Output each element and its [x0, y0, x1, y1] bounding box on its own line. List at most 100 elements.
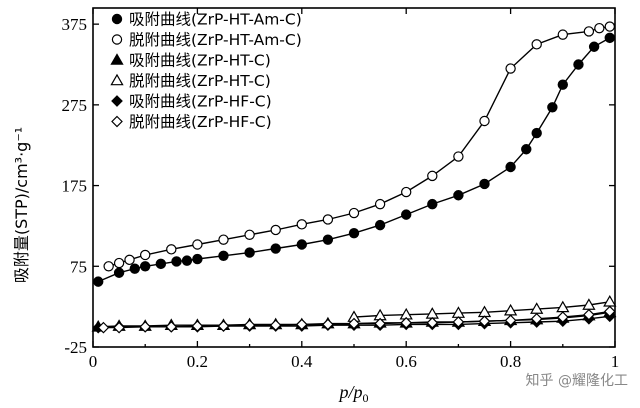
data-point-5: [139, 320, 152, 333]
data-point-5: [97, 321, 110, 334]
data-point-5: [217, 320, 230, 332]
data-point-1: [244, 229, 255, 241]
data-point-5: [504, 314, 517, 327]
data-point-1: [604, 21, 615, 32]
data-point-0: [557, 79, 569, 90]
data-point-3: [603, 294, 617, 307]
data-point-0: [505, 161, 516, 173]
y-axis-title: 吸附量(STP)/cm³·g⁻¹: [12, 127, 31, 283]
data-point-5: [426, 316, 439, 329]
data-point-0: [139, 261, 151, 272]
data-point-1: [124, 254, 135, 266]
data-point-0: [401, 209, 412, 220]
data-point-0: [573, 59, 584, 70]
data-point-5: [113, 321, 125, 334]
data-point-5: [478, 315, 491, 328]
data-point-0: [155, 258, 167, 270]
data-point-0: [604, 32, 615, 44]
legend-marker-3: [110, 73, 124, 86]
data-point-5: [400, 316, 413, 329]
data-point-0: [521, 144, 532, 155]
x-tick-label: 1: [611, 352, 620, 371]
y-tick-label: 175: [62, 177, 88, 196]
data-point-1: [348, 207, 360, 219]
data-point-5: [556, 311, 569, 323]
data-point-1: [270, 224, 281, 236]
data-point-5: [269, 319, 282, 332]
data-point-0: [588, 41, 600, 52]
y-tick-label: -25: [64, 338, 87, 357]
x-tick-label: 0.2: [187, 352, 208, 371]
legend-label-5: 脱附曲线(ZrP-HF-C): [129, 113, 272, 131]
data-point-1: [139, 249, 151, 261]
data-point-1: [505, 63, 516, 74]
legend-label-1: 脱附曲线(ZrP-HT-Am-C): [129, 31, 302, 49]
y-tick-label: 75: [70, 257, 87, 276]
data-point-0: [192, 253, 203, 265]
data-point-1: [557, 29, 569, 40]
data-point-0: [453, 190, 464, 201]
data-point-0: [218, 250, 229, 261]
data-point-0: [296, 239, 307, 250]
data-point-5: [322, 318, 334, 331]
watermark: 知乎 @耀隆化工: [526, 372, 628, 389]
data-point-0: [181, 255, 193, 266]
data-point-5: [452, 316, 465, 328]
data-point-0: [93, 276, 104, 287]
data-point-5: [295, 318, 308, 331]
data-point-1: [103, 261, 114, 272]
x-tick-label: 0.4: [291, 352, 313, 371]
legend-marker-1: [111, 34, 123, 45]
data-point-0: [348, 227, 360, 239]
data-point-1: [401, 186, 412, 198]
data-point-0: [547, 102, 558, 113]
data-point-0: [322, 234, 334, 245]
legend-marker-2: [110, 53, 124, 65]
x-tick-label: 0.8: [500, 352, 521, 371]
legend-marker-0: [111, 13, 123, 25]
legend-label-4: 吸附曲线(ZrP-HF-C): [129, 93, 272, 111]
legend: 吸附曲线(ZrP-HT-Am-C) 脱附曲线(ZrP-HT-Am-C) 吸附曲线(Z…: [110, 11, 302, 131]
y-tick-label: 275: [62, 96, 88, 115]
data-point-1: [113, 257, 125, 269]
data-point-0: [374, 219, 386, 231]
data-point-5: [603, 305, 616, 318]
data-point-1: [583, 26, 595, 37]
data-point-5: [243, 319, 256, 332]
data-point-1: [166, 244, 177, 255]
plot-area: [91, 21, 617, 334]
data-point-1: [531, 39, 542, 50]
data-point-5: [530, 312, 543, 325]
data-point-1: [453, 151, 464, 162]
data-point-1: [374, 198, 386, 210]
data-point-1: [218, 234, 229, 245]
x-axis-title: p/p0: [337, 382, 368, 405]
data-point-5: [165, 320, 178, 333]
legend-marker-4: [111, 95, 123, 107]
data-point-1: [594, 22, 605, 34]
x-tick-label: 0.6: [396, 352, 417, 371]
data-point-1: [296, 219, 307, 230]
axes: 0 0.2 0.4 0.6 0.8 1 -25 75 175 275 375: [62, 7, 620, 371]
y-tick-label: 375: [62, 15, 88, 34]
data-point-0: [129, 263, 140, 274]
data-point-0: [171, 256, 182, 267]
data-point-0: [479, 178, 490, 190]
data-point-0: [270, 243, 281, 254]
data-point-1: [192, 239, 203, 250]
data-point-5: [374, 317, 386, 330]
data-point-0: [113, 267, 125, 278]
data-point-5: [583, 308, 595, 321]
data-point-1: [322, 214, 334, 225]
data-point-5: [191, 320, 204, 332]
legend-marker-5: [111, 115, 123, 128]
legend-label-2: 吸附曲线(ZrP-HT-C): [129, 52, 271, 70]
x-tick-label: 0: [89, 352, 98, 371]
data-point-5: [348, 317, 360, 330]
data-point-1: [479, 115, 490, 127]
data-point-0: [427, 198, 438, 210]
legend-label-0: 吸附曲线(ZrP-HT-Am-C): [129, 11, 302, 29]
data-point-0: [531, 127, 542, 139]
legend-label-3: 脱附曲线(ZrP-HT-C): [129, 72, 271, 90]
